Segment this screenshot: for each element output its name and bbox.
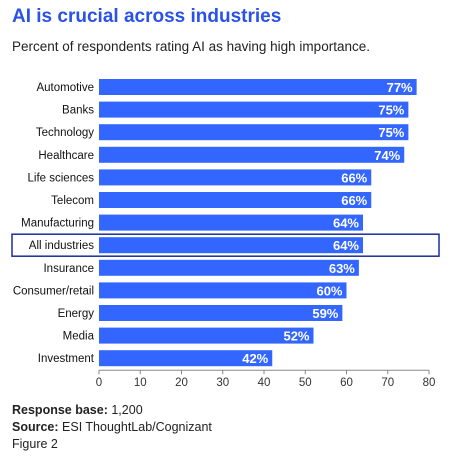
bar [99, 192, 372, 208]
x-tick-label: 60 [340, 377, 353, 389]
category-label: Consumer/retail [13, 285, 94, 297]
x-tick-label: 0 [96, 377, 102, 389]
data-label: 63% [329, 261, 355, 276]
bar [99, 146, 405, 163]
x-tick-label: 20 [175, 377, 188, 389]
category-label: Media [63, 331, 95, 343]
x-tick-label: 10 [134, 377, 147, 389]
chart-title: AI is crucial across industries [12, 6, 282, 27]
category-label: Manufacturing [21, 218, 94, 230]
bar-chart: Automotive 77% Banks 75% Technology 75% Health… [11, 79, 440, 389]
bar [99, 237, 363, 254]
data-label: 66% [341, 193, 367, 208]
data-label: 42% [242, 351, 268, 366]
category-label: Investment [38, 353, 95, 365]
highlight-box [11, 233, 440, 257]
bar [99, 350, 273, 367]
data-label: 64% [333, 216, 359, 231]
category-label: Insurance [43, 263, 94, 275]
data-label: 60% [316, 283, 342, 298]
response-base-value: 1,200 [111, 403, 143, 417]
chart-subtitle: Percent of respondents rating AI as havi… [12, 39, 370, 54]
category-label: Banks [62, 105, 94, 117]
x-tick-label: 50 [299, 377, 312, 389]
category-label: All industries [29, 240, 94, 252]
data-label: 75% [378, 125, 404, 140]
x-tick-label: 30 [216, 377, 229, 389]
source-line: Source: ESI ThoughtLab/Cognizant [12, 420, 212, 434]
source-value: ESI ThoughtLab/Cognizant [62, 420, 212, 434]
bar [99, 327, 314, 344]
data-label: 77% [387, 80, 413, 95]
category-label: Automotive [36, 82, 94, 94]
data-label: 59% [312, 306, 338, 321]
category-label: Healthcare [38, 150, 94, 162]
response-base-label: Response base: [12, 403, 108, 417]
category-label: Life sciences [28, 172, 95, 184]
category-label: Telecom [51, 195, 94, 207]
data-label: 52% [283, 329, 309, 344]
response-base-line: Response base: 1,200 [12, 403, 143, 417]
bar [99, 214, 363, 231]
bar [99, 259, 359, 276]
bar [99, 282, 347, 299]
category-label: Technology [36, 127, 94, 139]
x-tick-label: 40 [258, 377, 271, 389]
x-tick-label: 70 [381, 377, 394, 389]
data-label: 74% [374, 148, 400, 163]
data-label: 75% [378, 103, 404, 118]
bar [99, 79, 417, 95]
bar [99, 169, 372, 186]
bar [99, 305, 343, 321]
source-label: Source: [12, 420, 59, 434]
data-label: 66% [341, 170, 367, 185]
figure-label: Figure 2 [12, 437, 58, 451]
x-tick-label: 80 [423, 377, 436, 389]
bar [99, 124, 409, 141]
bar [99, 101, 409, 118]
category-label: Energy [58, 308, 95, 320]
data-label: 64% [333, 238, 359, 253]
